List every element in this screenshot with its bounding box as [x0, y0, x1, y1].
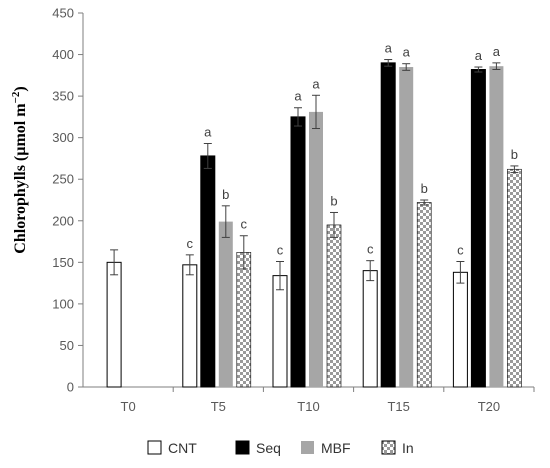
significance-label: a: [294, 89, 302, 104]
x-tick-label: T5: [211, 399, 226, 414]
y-tick-label: 150: [52, 255, 74, 270]
bar-mbf-t10: [309, 111, 323, 387]
y-tick-label: 100: [52, 296, 74, 311]
bar-in-t15: [416, 202, 432, 388]
significance-label: b: [421, 181, 428, 196]
y-tick-label: 350: [52, 89, 74, 104]
significance-label: b: [511, 147, 518, 162]
significance-label: a: [403, 45, 411, 60]
bar-cnt-t20: [452, 271, 468, 388]
significance-label: a: [312, 76, 320, 91]
bar-cnt-t5: [182, 264, 198, 388]
significance-label: c: [367, 242, 374, 257]
legend-label-in: In: [402, 440, 414, 456]
svg-text:Chlorophylls (µmol m−2): Chlorophylls (µmol m−2): [10, 86, 29, 253]
significance-label: b: [330, 193, 337, 208]
bar-mbf-t5: [218, 221, 233, 387]
significance-label: c: [277, 243, 284, 258]
significance-label: b: [222, 187, 229, 202]
y-axis-label: Chlorophylls (µmol m−2): [10, 86, 29, 253]
x-tick-label: T0: [121, 399, 136, 414]
y-tick-label: 250: [52, 172, 74, 187]
bar-in-t20: [507, 168, 522, 388]
bar-seq-t15: [380, 62, 396, 388]
bar-cnt-t0: [106, 261, 122, 388]
significance-label: a: [204, 124, 212, 139]
bar-cnt-t10: [272, 275, 288, 388]
y-tick-label: 300: [52, 130, 74, 145]
bar-mbf-t15: [399, 67, 414, 388]
legend-label-mbf: MBF: [321, 440, 351, 456]
legend-swatch-seq: [235, 440, 250, 455]
y-tick-label: 50: [60, 338, 74, 353]
significance-label: a: [493, 44, 501, 59]
bar-in-t10: [326, 224, 342, 388]
significance-label: c: [241, 217, 248, 232]
legend-swatch-mbf: [301, 441, 314, 454]
bar-mbf-t20: [489, 66, 504, 388]
significance-label: a: [385, 41, 393, 56]
bar-seq-t10: [290, 116, 306, 388]
bar-seq-t5: [200, 155, 216, 388]
bar-in-t5: [236, 252, 252, 388]
legend-swatch-in: [381, 440, 396, 455]
significance-label: a: [475, 48, 483, 63]
significance-label: c: [187, 236, 194, 251]
x-tick-label: T20: [478, 399, 500, 414]
y-tick-label: 200: [52, 213, 74, 228]
x-tick-label: T10: [297, 399, 319, 414]
y-tick-label: 0: [67, 380, 74, 395]
legend-label-cnt: CNT: [168, 440, 197, 456]
x-tick-label: T15: [387, 399, 409, 414]
y-tick-label: 450: [52, 6, 74, 21]
y-tick-label: 400: [52, 47, 74, 62]
legend-swatch-cnt: [147, 440, 162, 455]
legend: CNT Seq MBF In: [147, 440, 414, 456]
bar-seq-t20: [470, 69, 486, 388]
legend-label-seq: Seq: [256, 440, 281, 456]
significance-label: c: [457, 243, 464, 258]
bar-cnt-t15: [362, 270, 378, 388]
